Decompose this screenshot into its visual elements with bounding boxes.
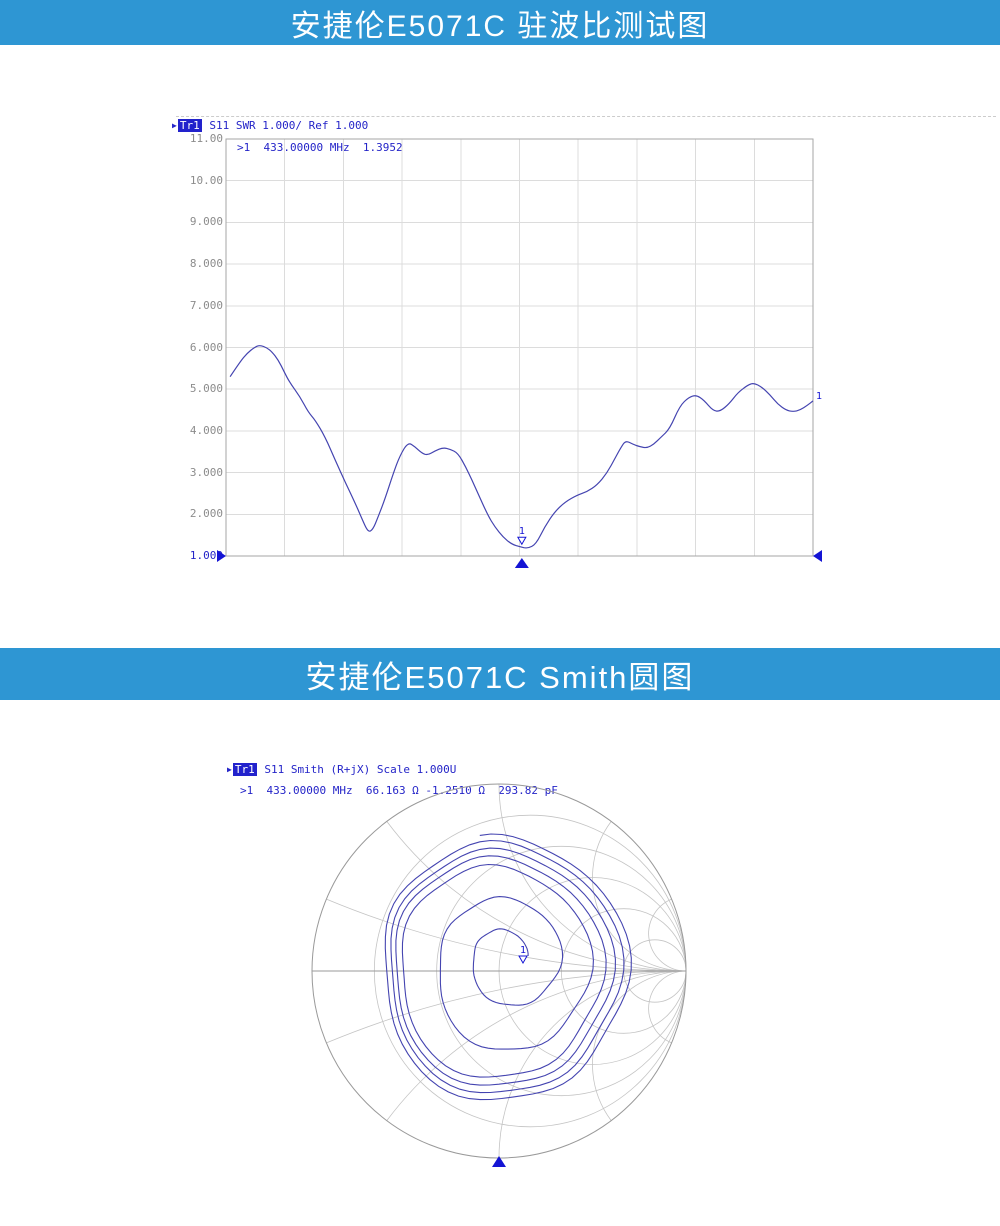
- swr-trace: [229, 345, 814, 549]
- swr-y-tick-label: 5.000: [189, 382, 223, 396]
- marker-1-triangle-icon: [516, 536, 527, 546]
- smith-stimulus-triangle-icon: [492, 1156, 506, 1167]
- banner-swr-title-text: 安捷伦E5071C 驻波比测试图: [290, 9, 710, 43]
- swr-plot-border: [225, 138, 814, 557]
- marker-1-number: 1: [519, 526, 525, 537]
- swr-trace-header: ▶ Tr1 S11 SWR 1.000/ Ref 1.000: [172, 119, 368, 132]
- smith-trace1-chip: Tr1: [232, 763, 257, 776]
- swr-grid: [226, 139, 813, 556]
- banner-smith-title-text: 安捷伦E5071C Smith圆图: [305, 659, 695, 695]
- active-trace-arrow-icon: ▶: [172, 121, 177, 130]
- banner-smith-title: 安捷伦E5071C Smith圆图: [0, 648, 1000, 700]
- swr-y-tick-label: 7.000: [189, 298, 223, 312]
- swr-y-tick-label: 4.000: [189, 423, 223, 437]
- smith-plot-canvas: 1: [311, 783, 687, 1167]
- swr-y-tick-label: 1.000: [189, 549, 223, 562]
- swr-y-tick-label: 9.000: [189, 215, 223, 229]
- smith-trace: [384, 833, 632, 1101]
- swr-y-tick-label: 10.00: [189, 173, 223, 187]
- swr-trace1-chip: Tr1: [177, 119, 202, 132]
- swr-y-tick-label: 8.000: [189, 257, 223, 271]
- ref-level-right-triangle-icon: [813, 550, 822, 562]
- swr-y-tick-label: 11.00: [189, 132, 223, 145]
- smith-marker-1-number: 1: [520, 945, 526, 956]
- swr-trace-end-label: 1: [816, 391, 822, 402]
- ref-level-left-triangle-icon: [217, 550, 226, 562]
- swr-y-tick-label: 6.000: [189, 340, 223, 354]
- smith-marker-1-triangle-icon: [518, 955, 528, 965]
- smith-trace-header: ▶ Tr1 S11 Smith (R+jX) Scale 1.000U: [227, 763, 456, 776]
- swr-top-dashed-rule: [176, 116, 996, 117]
- smith-header-text: S11 Smith (R+jX) Scale 1.000U: [257, 763, 457, 776]
- swr-plot-canvas: 11: [217, 138, 822, 568]
- swr-y-axis-ticks: 11.00 10.00 9.000 8.000 7.000 6.000 5.000 4.000…: [150, 0, 223, 600]
- active-trace-arrow-icon: ▶: [227, 765, 232, 774]
- swr-y-tick-label: 2.000: [189, 507, 223, 521]
- banner-swr-title: 安捷伦E5071C 驻波比测试图: [0, 0, 1000, 45]
- swr-header-text: S11 SWR 1.000/ Ref 1.000: [202, 119, 369, 132]
- swr-y-tick-label: 3.000: [189, 465, 223, 479]
- marker-stimulus-triangle-icon: [514, 558, 529, 568]
- swr-marker-readout: >1 433.00000 MHz 1.3952: [237, 141, 403, 154]
